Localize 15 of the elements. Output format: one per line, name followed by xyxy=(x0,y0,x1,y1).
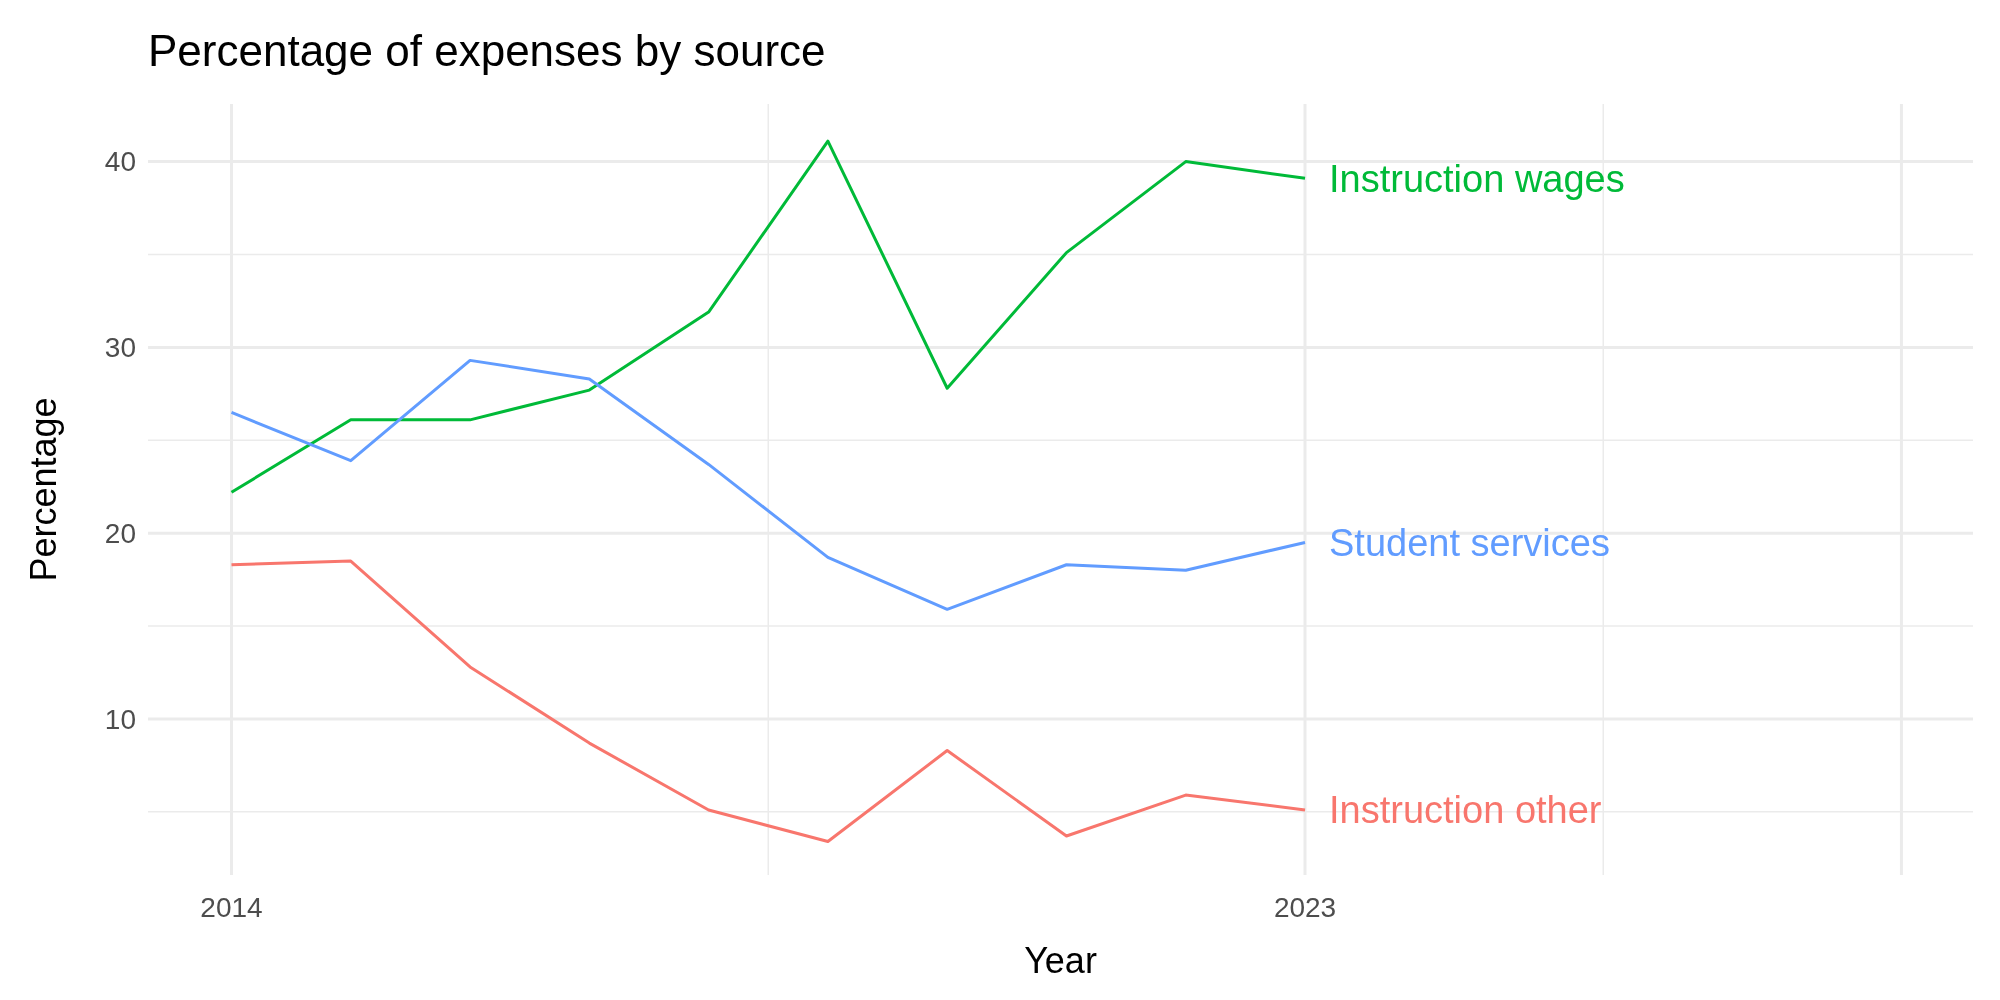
x-axis-title: Year xyxy=(1024,940,1097,981)
y-tick-label: 30 xyxy=(104,332,136,364)
series-label: Instruction other xyxy=(1329,789,1602,832)
chart-title: Percentage of expenses by source xyxy=(148,26,826,75)
line-series xyxy=(230,139,1307,494)
series-label: Student services xyxy=(1329,521,1610,564)
line-series xyxy=(230,559,1307,844)
line-series xyxy=(230,358,1307,611)
x-tick-label: 2014 xyxy=(200,892,263,923)
x-tick-label: 2023 xyxy=(1273,892,1337,923)
y-axis-title: Percentage xyxy=(23,397,64,582)
y-tick-label: 40 xyxy=(104,146,136,178)
series-label: Instruction wages xyxy=(1329,157,1625,200)
y-tick-label: 20 xyxy=(104,517,136,549)
y-tick-label: 10 xyxy=(104,703,136,735)
